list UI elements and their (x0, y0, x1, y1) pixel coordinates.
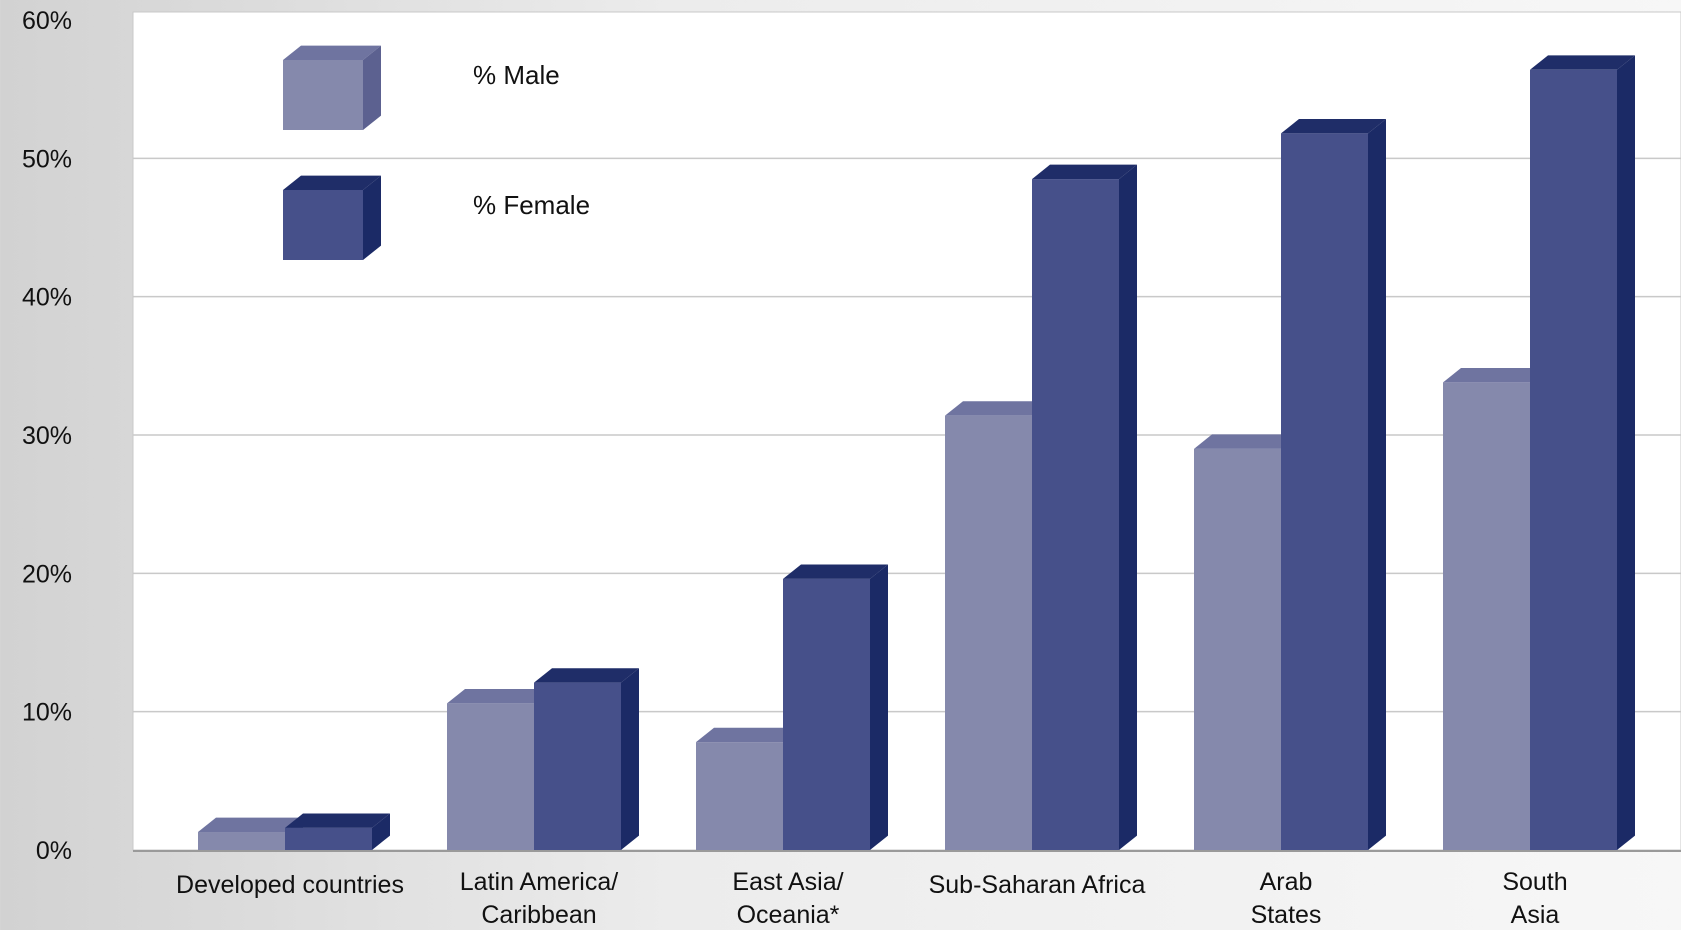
bar-side-face (1368, 119, 1386, 851)
bar-side-face (870, 564, 888, 850)
bar-top-face (1530, 55, 1635, 70)
legend-label: % Male (473, 60, 560, 90)
bar-front-face (1032, 179, 1119, 851)
x-axis-category-labels: Developed countries Latin America/Caribbe… (176, 868, 1568, 929)
legend-swatch-side (363, 175, 381, 260)
bar-top-face (1032, 164, 1137, 180)
bars (198, 55, 1635, 851)
bar-side-face (621, 668, 639, 850)
bar-top-face (198, 817, 303, 833)
bar-side-face (1119, 164, 1137, 850)
y-tick-label: 50% (22, 145, 72, 173)
bar-front-face (1281, 133, 1368, 850)
y-tick-label: 20% (22, 560, 72, 588)
bar-front-face (1530, 69, 1617, 851)
y-tick-label: 30% (22, 422, 72, 450)
x-category-label: Sub-Saharan Africa (929, 871, 1146, 899)
bar-female (1281, 119, 1386, 851)
y-tick-label: 40% (22, 284, 72, 312)
x-category-label: Developed countries (176, 871, 404, 899)
bar-top-face (447, 688, 552, 704)
y-tick-label: 60% (22, 7, 72, 35)
x-category-label: East Asia/Oceania* (732, 868, 843, 925)
bar-front-face (696, 742, 783, 850)
x-category-label: Latin America/Caribbean (460, 868, 618, 925)
bar-top-face (534, 668, 639, 683)
bar-female (783, 564, 888, 850)
bar-front-face (783, 578, 870, 850)
legend-swatch (283, 190, 363, 260)
bar-top-face (1281, 119, 1386, 134)
bar-top-face (696, 727, 801, 743)
legend-swatch-top (283, 175, 381, 190)
bar-side-face (1617, 55, 1635, 850)
bar-front-face (945, 415, 1032, 850)
y-tick-label: 10% (22, 699, 72, 727)
bar-female (1530, 55, 1635, 851)
bar-top-face (1443, 368, 1548, 383)
grid-lines (133, 157, 1681, 852)
bar-top-face (783, 564, 888, 579)
x-category-label: South Asia (1502, 868, 1567, 925)
bar-front-face (447, 703, 534, 850)
bar-top-face (285, 813, 390, 828)
x-category-label: Arab States (1251, 868, 1322, 925)
legend-item-female: % Female (283, 175, 590, 260)
legend-swatch-top (283, 45, 381, 60)
bar-side-face (372, 813, 390, 850)
bar-female (285, 813, 390, 850)
bar-front-face (1194, 448, 1281, 850)
legend-label: % Female (473, 190, 590, 220)
y-tick-label: 0% (36, 837, 72, 865)
y-axis-tick-labels: 0% 10% 20% 30% 40% 50% 60% (22, 7, 72, 865)
legend-swatch-side (363, 45, 381, 130)
plot-area (132, 11, 1681, 851)
bar-female (534, 668, 639, 850)
legend-swatch (283, 60, 363, 130)
bar-female (1032, 164, 1137, 851)
bar-front-face (1443, 382, 1530, 850)
bar-front-face (198, 832, 285, 850)
legend: % Male % Female (283, 45, 590, 260)
bar-front-face (534, 682, 621, 850)
bar-front-face (285, 827, 372, 850)
legend-item-male: % Male (283, 45, 560, 130)
bar-top-face (1194, 434, 1299, 449)
bar-top-face (945, 401, 1050, 416)
